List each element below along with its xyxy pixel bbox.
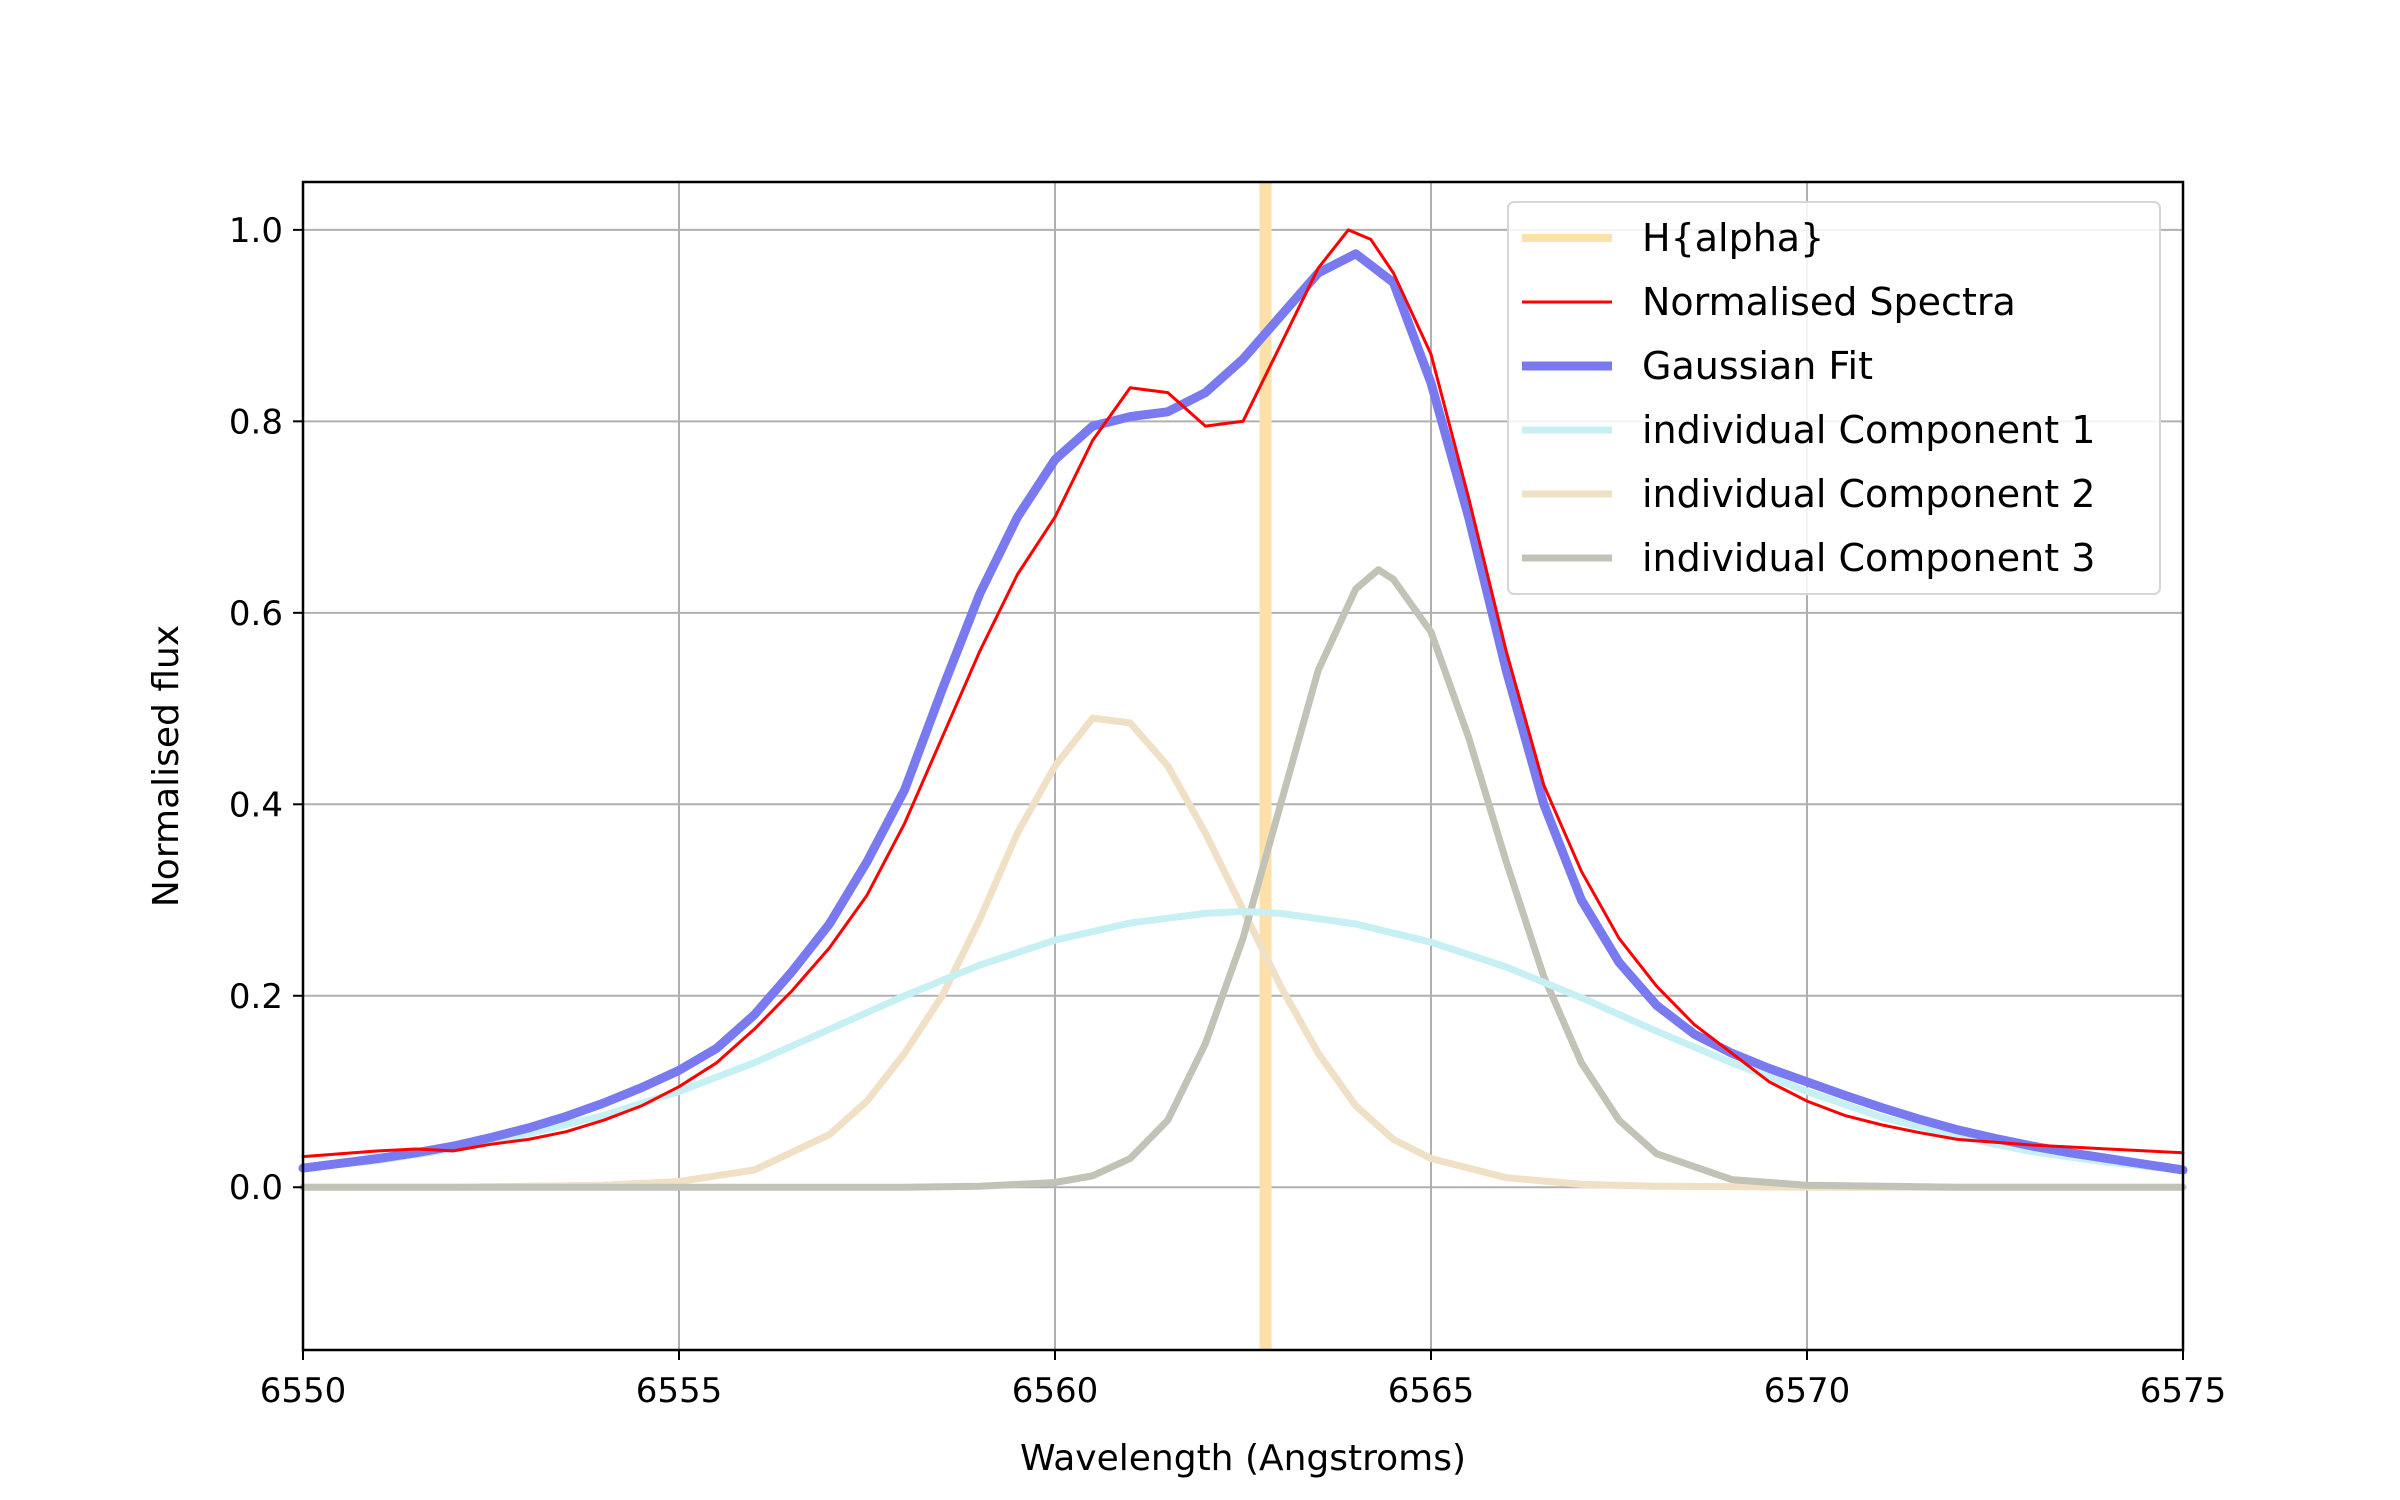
- series-component-3: [299, 566, 2187, 1191]
- x-tick-label: 6550: [260, 1371, 347, 1411]
- legend-box: [1507, 201, 2161, 595]
- y-tick-label: 0.0: [229, 1168, 283, 1208]
- series-group: [298, 182, 2188, 1350]
- legend: H{alpha} Normalised Spectra Gaussian Fit in…: [1507, 201, 2161, 595]
- series-spectra: [301, 228, 2185, 1159]
- legend-label: individual Component 3: [1642, 536, 2095, 580]
- series-component-1: [299, 908, 2187, 1174]
- legend-label: H{alpha}: [1642, 216, 1824, 260]
- legend-label: Normalised Spectra: [1642, 280, 2016, 324]
- y-tick-label: 0.2: [229, 977, 283, 1017]
- series-component-2: [299, 714, 2187, 1191]
- x-tick-label: 6560: [1012, 1371, 1099, 1411]
- y-tick-label: 0.8: [229, 402, 283, 442]
- x-tick-label: 6570: [1764, 1371, 1851, 1411]
- plot-frame: [301, 180, 2185, 1352]
- legend-label: individual Component 1: [1642, 408, 2095, 452]
- legend-label: Gaussian Fit: [1642, 344, 1873, 388]
- x-tick-label: 6575: [2140, 1371, 2227, 1411]
- x-tick-label: 6555: [636, 1371, 723, 1411]
- x-axis-label: Wavelength (Angstroms): [1020, 1438, 1466, 1479]
- y-tick-label: 0.6: [229, 594, 283, 634]
- x-tick-label: 6565: [1388, 1371, 1475, 1411]
- axis-ticks: 6550 6555 6560 6565 6570 6575 0.0 0.2 0.4 0.6 0.8 1…: [229, 211, 2226, 1411]
- legend-label: individual Component 2: [1642, 472, 2095, 516]
- y-tick-label: 0.4: [229, 785, 283, 825]
- y-tick-label: 1.0: [229, 211, 283, 251]
- y-axis-label: Normalised flux: [146, 625, 187, 907]
- series-gaussian-fit: [298, 249, 2188, 1175]
